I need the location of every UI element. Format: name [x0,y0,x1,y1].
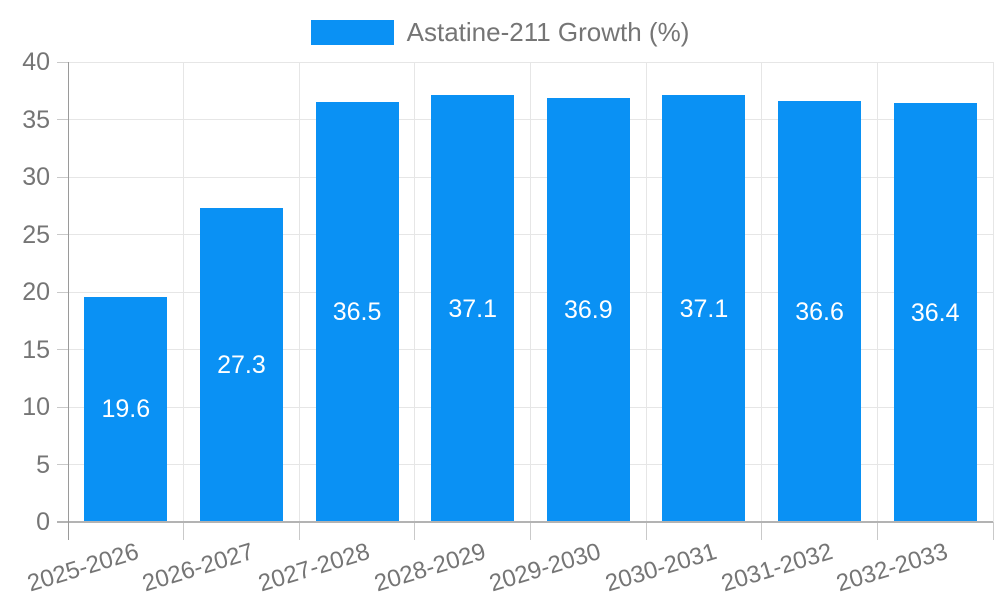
y-tick [57,119,68,120]
y-tick-label: 30 [22,163,50,191]
y-axis-line [67,62,69,540]
legend-label: Astatine-211 Growth (%) [406,17,690,47]
x-gridline [761,62,763,522]
y-tick [57,234,68,235]
x-tick [876,522,878,540]
y-tick-label: 35 [22,105,50,134]
bar [84,296,168,522]
y-tick [57,176,68,178]
bar-value-label: 37.1 [448,294,498,323]
bar [778,101,862,522]
x-axis-line [57,521,993,523]
x-gridline [876,62,878,522]
bar-value-label: 27.3 [217,351,266,380]
x-gridline [414,62,416,522]
bar-value-label: 19.6 [101,395,151,424]
bar-value-label: 36.4 [910,298,960,327]
legend-swatch [310,20,394,45]
x-gridline [992,62,994,522]
bar [199,208,283,522]
plot-area: 0 5 10 15 20 25 30 35 40 19.6 2025-2026 27.3 2026-20… [22,48,994,597]
legend[interactable]: Astatine-211 Growth (%) [0,17,1000,48]
x-tick [761,522,763,540]
y-tick-label: 0 [36,508,50,536]
y-tick-label: 5 [36,450,50,479]
x-tick [414,522,416,540]
bar-value-label: 36.5 [332,298,382,327]
y-tick-label: 25 [22,220,50,249]
x-gridline [645,62,647,522]
y-tick [57,406,68,408]
x-tick [183,522,185,540]
x-tick [645,522,647,540]
x-tick [992,522,994,540]
x-gridline [298,62,300,522]
y-tick-label: 20 [22,278,50,306]
x-tick [530,522,531,540]
y-tick [57,349,68,350]
y-tick [57,61,68,63]
y-tick-label: 15 [22,335,50,364]
bar [431,95,515,522]
y-tick-label: 10 [22,393,50,421]
y-tick [57,291,68,293]
bar [893,103,977,522]
x-gridline [183,62,185,522]
bar [546,97,630,522]
bar-value-label: 36.9 [563,295,613,324]
y-tick-label: 40 [22,48,50,76]
x-gridline [530,62,531,522]
bar [662,95,746,522]
bar [315,102,399,522]
x-tick [298,522,300,540]
bar-value-label: 37.1 [679,294,729,323]
bar-value-label: 36.6 [795,297,844,326]
y-tick [57,464,68,465]
